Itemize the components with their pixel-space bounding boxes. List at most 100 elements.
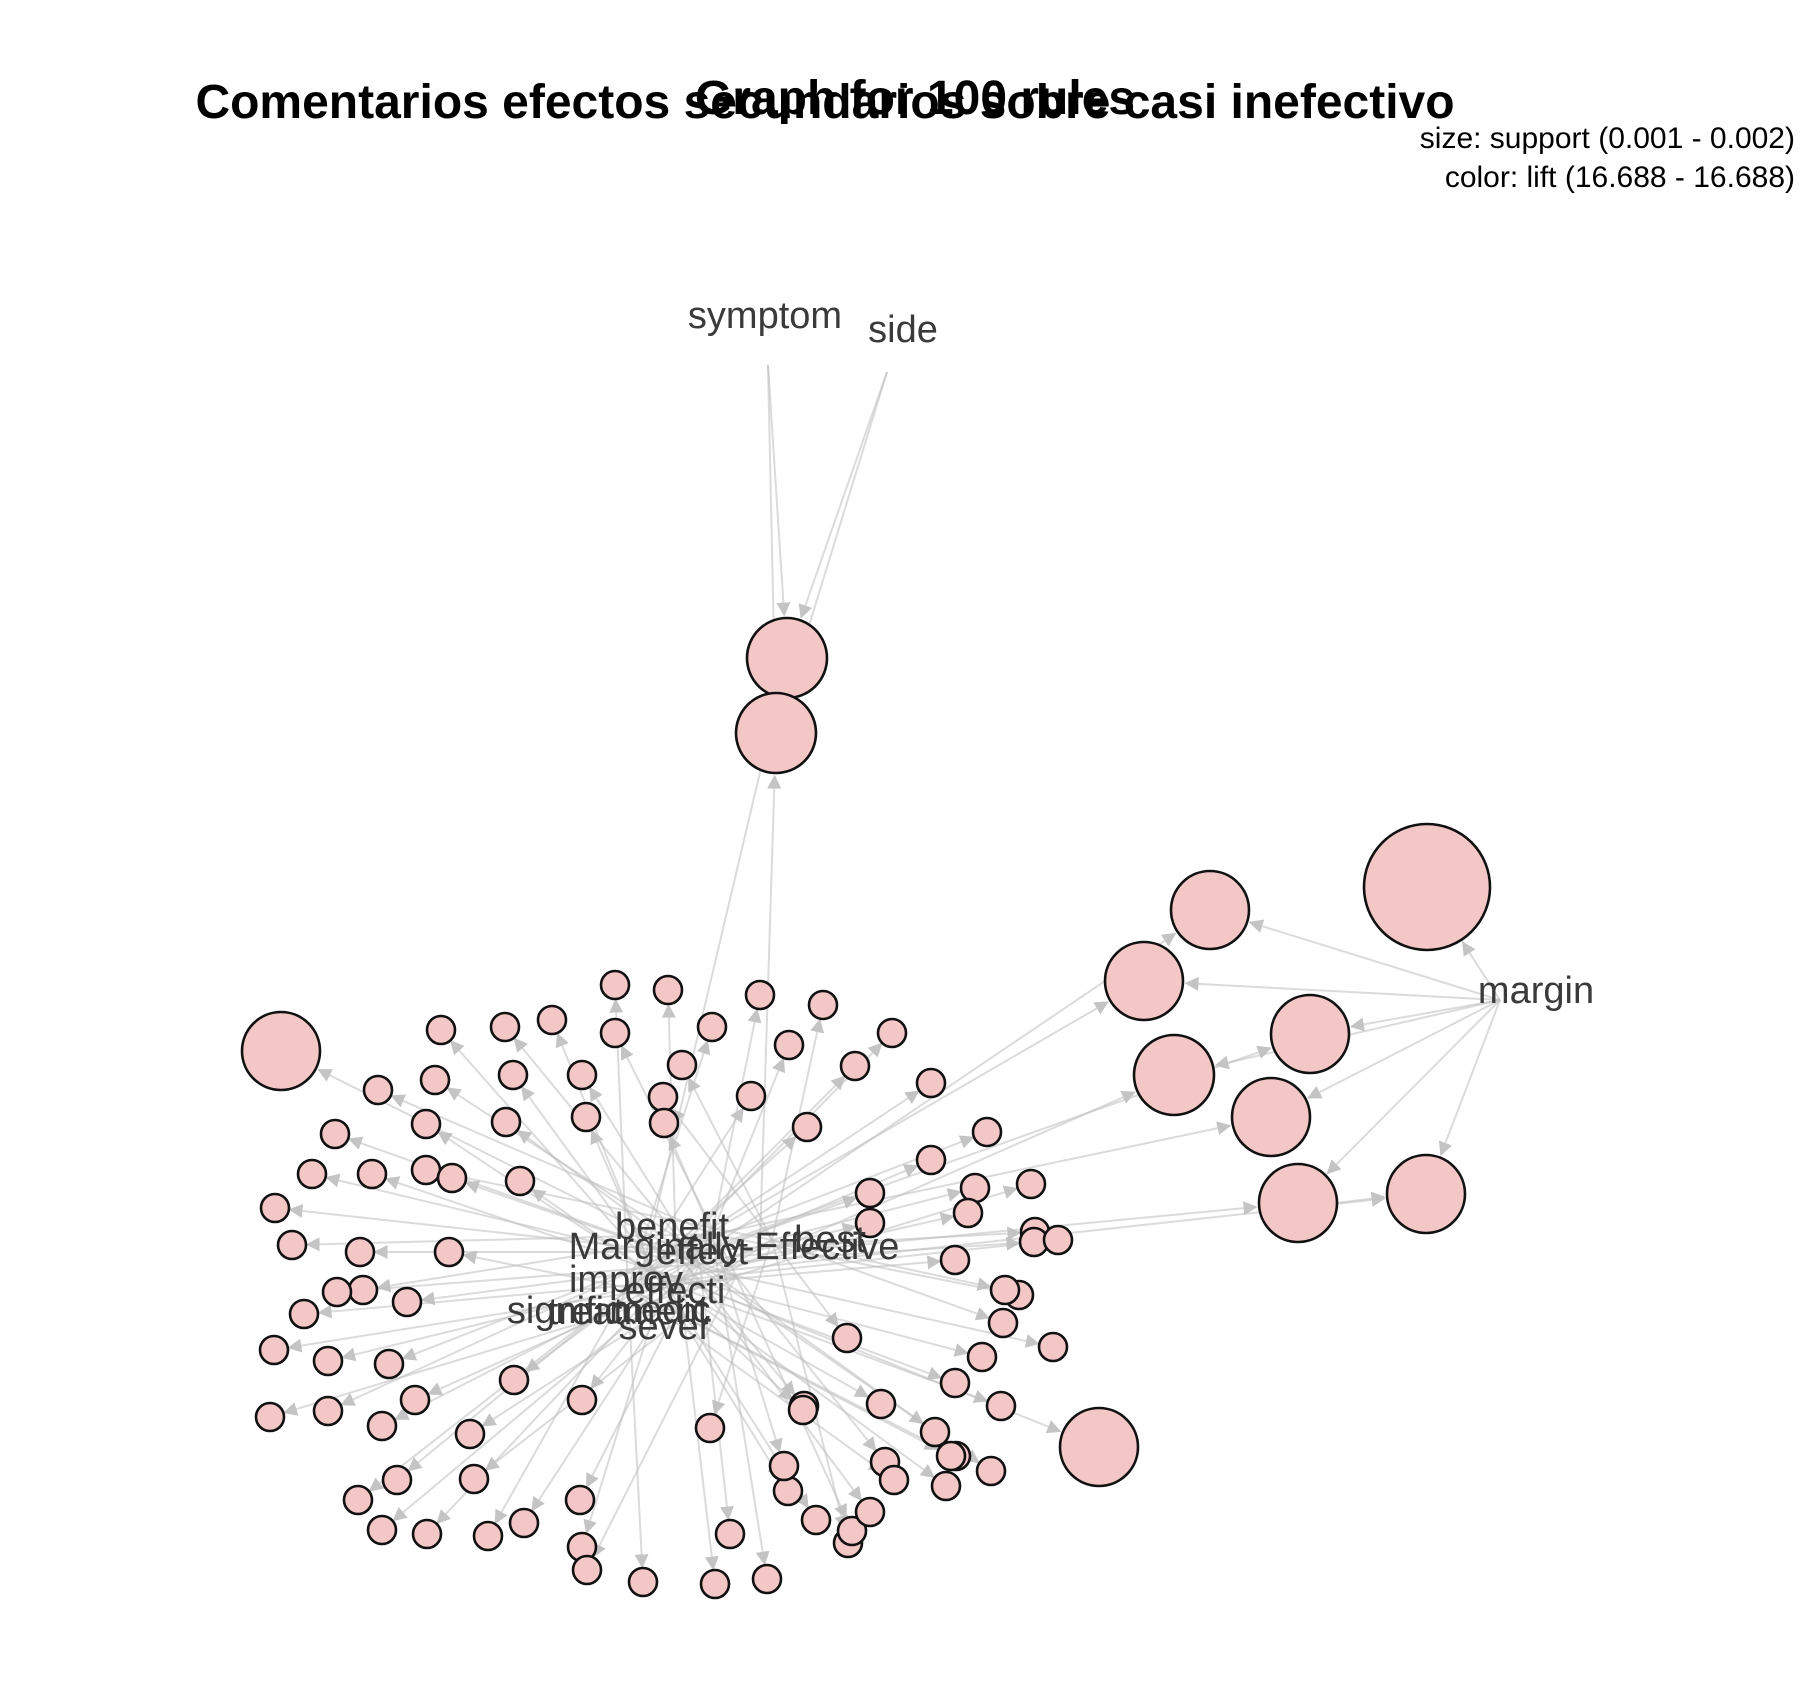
item-label-benefit: benefit xyxy=(615,1206,730,1248)
edge xyxy=(590,1129,653,1271)
edge xyxy=(675,1090,920,1253)
edge xyxy=(1461,941,1501,1001)
rule-node xyxy=(745,616,829,700)
rule-node xyxy=(570,1101,602,1133)
edge xyxy=(767,364,791,617)
edge xyxy=(663,1235,1045,1283)
rule-node xyxy=(564,1484,596,1516)
rule-node xyxy=(939,1367,971,1399)
rule-node xyxy=(498,1364,530,1396)
rule-node xyxy=(1269,993,1351,1075)
edge xyxy=(651,1269,794,1401)
rule-node xyxy=(425,1014,457,1046)
rule-node xyxy=(959,1172,991,1204)
edge xyxy=(651,1269,781,1480)
rule-node xyxy=(694,1412,726,1444)
item-label-margin: margin xyxy=(1478,970,1594,1012)
item-label-effect: effect xyxy=(656,1231,749,1273)
edge xyxy=(663,1281,870,1398)
rule-node xyxy=(791,1111,823,1143)
edge xyxy=(583,1281,665,1535)
rule-node xyxy=(319,1118,351,1150)
edge xyxy=(1214,999,1501,1070)
rule-node xyxy=(410,1108,442,1140)
edge xyxy=(341,1287,629,1362)
edge xyxy=(699,1201,1258,1261)
edge xyxy=(687,1077,773,1241)
rule-node xyxy=(312,1345,344,1377)
rule-node xyxy=(854,1177,886,1209)
edge xyxy=(675,1251,719,1571)
rule-node xyxy=(971,1116,1003,1148)
rule-node xyxy=(321,1276,353,1308)
edge xyxy=(390,1094,713,1235)
rule-node xyxy=(839,1050,871,1082)
rule-node xyxy=(854,1207,886,1239)
rule-node xyxy=(419,1064,451,1096)
rule-node xyxy=(648,1107,680,1139)
edge xyxy=(639,698,782,1281)
edge xyxy=(1248,919,1501,1001)
rule-node xyxy=(768,1450,800,1482)
rule-node xyxy=(836,1515,868,1547)
rule-node xyxy=(878,1464,910,1496)
edge xyxy=(427,1239,773,1396)
rule-node xyxy=(734,691,818,775)
rule-node xyxy=(865,1388,897,1420)
edge xyxy=(288,1204,677,1253)
edge xyxy=(627,1287,649,1569)
rule-node xyxy=(876,1017,908,1049)
rule-node xyxy=(288,1298,320,1330)
rule-node xyxy=(831,1322,863,1354)
rule-node xyxy=(391,1286,423,1318)
rule-node xyxy=(627,1566,659,1598)
rule-node xyxy=(410,1154,442,1186)
rule-node xyxy=(381,1464,413,1496)
rule-nodes-layer xyxy=(240,616,1492,1600)
edge xyxy=(771,1239,991,1321)
rule-node xyxy=(1169,869,1251,951)
legend-color: color: lift (16.688 - 16.688) xyxy=(1445,161,1795,194)
edge xyxy=(394,1263,701,1421)
edge xyxy=(1307,999,1501,1099)
rule-node xyxy=(599,969,631,1001)
edge xyxy=(1326,999,1501,1175)
rule-node xyxy=(985,1390,1017,1422)
edge xyxy=(494,1287,629,1525)
rule-node xyxy=(1230,1076,1312,1158)
rule-node xyxy=(508,1507,540,1539)
edge xyxy=(450,1040,665,1283)
rule-node xyxy=(342,1484,374,1516)
edge xyxy=(771,1239,849,1530)
item-label-marginally-effective: Marginally-Effective xyxy=(569,1226,900,1268)
item-labels-layer: symptom side margin benefit Marginally-E… xyxy=(507,295,1594,1348)
rule-node xyxy=(1015,1168,1047,1200)
rule-node xyxy=(773,1029,805,1061)
rule-node xyxy=(735,1080,767,1112)
edge xyxy=(305,1233,713,1252)
rule-node xyxy=(987,1307,1019,1339)
rule-node xyxy=(599,1017,631,1049)
edge xyxy=(669,932,1177,1276)
edge xyxy=(1349,999,1501,1032)
rule-node xyxy=(1385,1153,1467,1235)
item-label-signific: signific xyxy=(507,1290,623,1332)
rule-node xyxy=(800,1504,832,1536)
edge xyxy=(437,1131,665,1283)
rule-node xyxy=(240,1010,322,1092)
rule-node xyxy=(344,1236,376,1268)
edge xyxy=(627,1136,797,1289)
rule-node xyxy=(366,1514,398,1546)
rule-node xyxy=(939,1244,971,1276)
rule-node xyxy=(699,1568,731,1600)
rule-node xyxy=(930,1470,962,1502)
rule-node xyxy=(744,979,776,1011)
edge xyxy=(340,1233,713,1406)
rule-node xyxy=(312,1395,344,1427)
edge xyxy=(711,1057,786,1235)
rule-node xyxy=(915,1144,947,1176)
rule-node xyxy=(807,989,839,1021)
rule-node xyxy=(1257,1162,1339,1244)
rule-node xyxy=(966,1341,998,1373)
